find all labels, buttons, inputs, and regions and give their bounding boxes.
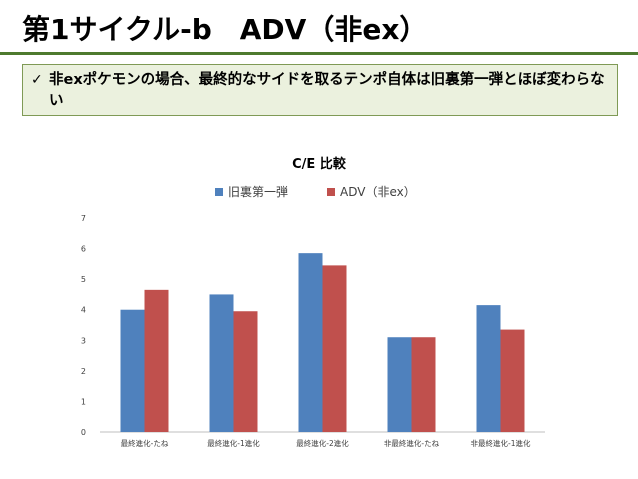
slide-title: 第1サイクル-b ADV（非ex） <box>22 13 428 46</box>
chart-legend: 旧裏第一弾 ADV（非ex） <box>215 184 416 199</box>
y-tick-label: 5 <box>81 275 86 284</box>
x-tick-label: 最終進化-2進化 <box>296 438 349 448</box>
bar-series-2 <box>500 329 525 432</box>
checkmark-icon: ✓ <box>31 72 43 88</box>
bar-series-2 <box>233 311 258 432</box>
y-tick-label: 6 <box>81 245 86 254</box>
x-tick-label: 最終進化-たね <box>121 438 169 448</box>
y-tick-label: 2 <box>81 367 86 376</box>
note-text: 非exポケモンの場合、最終的なサイドを取るテンポ自体は旧裏第一弾とほぼ変わらない <box>49 72 605 109</box>
x-tick-label: 非最終進化-1進化 <box>471 438 531 448</box>
chart-title: C/E 比較 <box>292 156 347 172</box>
legend-label: ADV（非ex） <box>340 185 416 199</box>
y-tick-label: 3 <box>81 336 86 345</box>
bar-series-2 <box>144 289 169 432</box>
x-tick-label: 非最終進化-たね <box>384 438 440 448</box>
bar-series-1 <box>476 305 501 432</box>
y-tick-label: 0 <box>81 428 86 437</box>
bar-series-1 <box>120 309 145 432</box>
legend-swatch <box>215 188 223 196</box>
legend-label: 旧裏第一弾 <box>228 184 288 199</box>
y-tick-label: 4 <box>81 306 86 315</box>
bar-series-1 <box>387 337 412 432</box>
chart-bars <box>120 253 525 432</box>
title-rule <box>0 52 638 55</box>
note-box: ✓ 非exポケモンの場合、最終的なサイドを取るテンポ自体は旧裏第一弾とほぼ変わら… <box>22 64 618 116</box>
legend-swatch <box>327 188 335 196</box>
bar-series-1 <box>298 253 323 432</box>
x-tick-label: 最終進化-1進化 <box>207 438 260 448</box>
y-tick-label: 7 <box>81 214 86 223</box>
bar-series-2 <box>411 337 436 432</box>
bar-series-1 <box>209 294 234 432</box>
y-tick-label: 1 <box>81 397 86 406</box>
bar-series-2 <box>322 265 347 432</box>
comparison-chart: C/E 比較 旧裏第一弾 ADV（非ex） 0 1 2 3 4 5 6 7 最終進化-たね 最終進化… <box>81 156 545 448</box>
